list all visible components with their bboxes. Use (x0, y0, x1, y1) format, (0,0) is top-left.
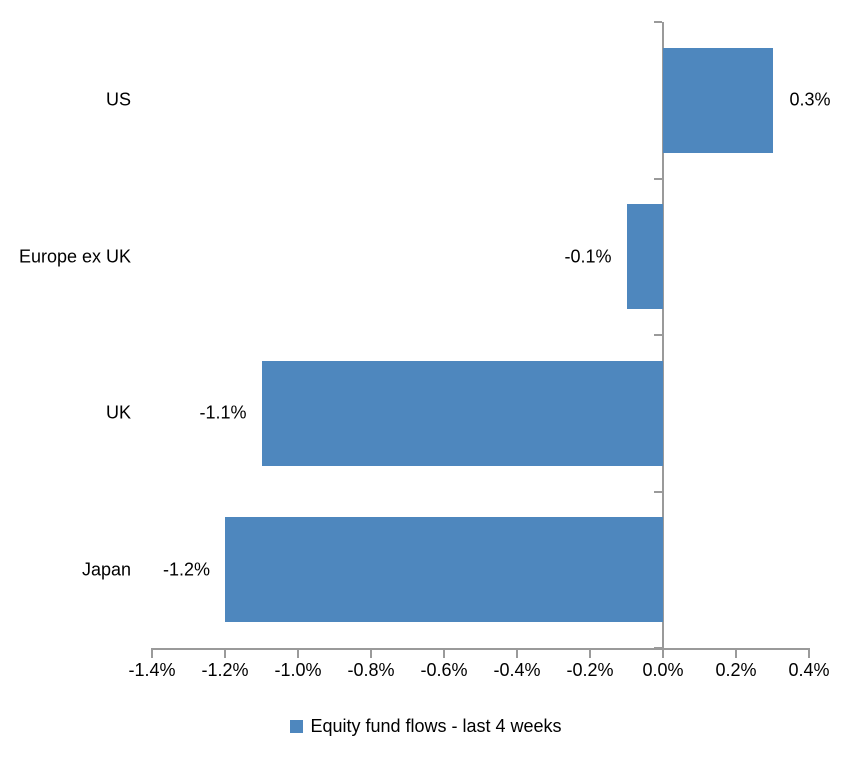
x-tick (735, 650, 737, 658)
x-tick-label: -0.4% (493, 660, 541, 680)
y-axis-category-tick (654, 490, 662, 493)
y-axis-category-tick (654, 21, 662, 23)
x-tick (589, 650, 591, 658)
category-label: UK (105, 402, 131, 423)
y-axis-line (662, 22, 664, 656)
legend-marker-icon (290, 719, 304, 733)
x-axis-line (151, 648, 810, 650)
x-tick-label: -1.0% (274, 660, 322, 680)
x-tick-label: -1.2% (201, 660, 249, 680)
x-tick (224, 650, 226, 658)
x-tick (516, 650, 518, 658)
x-tick-label: 0.4% (788, 660, 830, 680)
legend-label: Equity fund flows - last 4 weeks (310, 715, 562, 736)
x-tick (443, 650, 445, 658)
y-axis-category-tick (654, 334, 662, 336)
bar-value-label: -1.2% (162, 559, 210, 580)
bar-value-label: -1.1% (199, 402, 247, 423)
category-label: Japan (81, 559, 131, 580)
x-tick-label: 0.2% (715, 660, 757, 680)
y-axis-category-tick (654, 177, 662, 180)
bar-japan (225, 517, 663, 623)
bar-us (663, 47, 773, 153)
x-tick (662, 650, 664, 658)
category-label: US (105, 89, 131, 110)
x-tick-label: -0.6% (420, 660, 468, 680)
legend: Equity fund flows - last 4 weeks (0, 713, 852, 739)
x-tick (297, 650, 299, 658)
bar-value-label: 0.3% (789, 89, 831, 110)
x-tick-label: -1.4% (128, 660, 176, 680)
x-tick-label: -0.8% (347, 660, 395, 680)
category-label: Europe ex UK (18, 246, 131, 267)
bar-europe-ex-uk (626, 204, 663, 310)
x-tick (370, 650, 372, 658)
bar-value-label: -0.1% (564, 246, 612, 267)
x-tick-label: -0.2% (566, 660, 614, 680)
y-axis-category-tick (654, 647, 662, 649)
bar-uk (261, 360, 663, 466)
x-tick (151, 650, 153, 658)
x-tick (808, 650, 810, 658)
x-tick-label: 0.0% (642, 660, 684, 680)
